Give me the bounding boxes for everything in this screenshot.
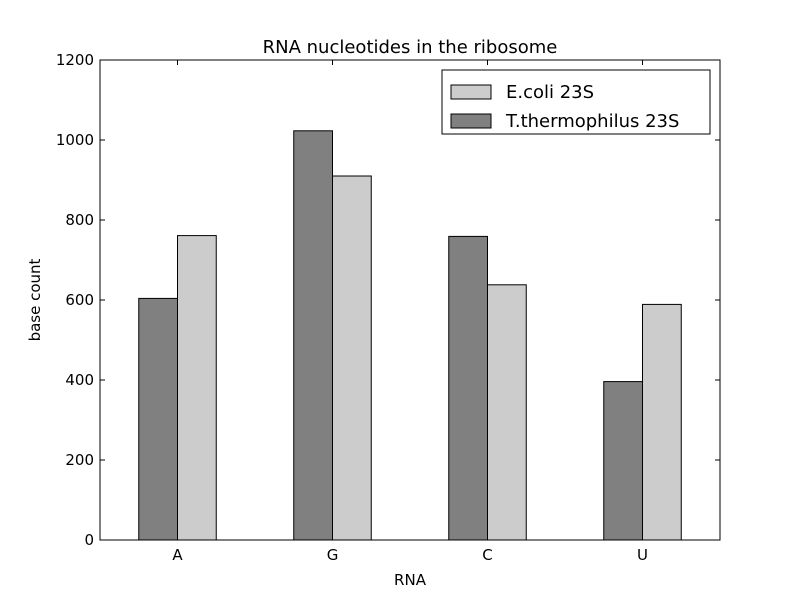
y-tick-label-200: 200 [65, 451, 94, 469]
legend-label-t-thermophilus-23s: T.thermophilus 23S [505, 111, 679, 132]
y-axis: 0 200 400 600 800 1000 1200 [56, 51, 720, 549]
y-tick-label-400: 400 [65, 371, 94, 389]
y-tick-label-1200: 1200 [56, 51, 94, 69]
legend-label-e-coli-23s: E.coli 23S [506, 82, 594, 103]
y-axis-label: base count [26, 258, 44, 341]
y-tick-label-800: 800 [65, 211, 94, 229]
bar-e-coli-23s-c [487, 284, 527, 541]
x-axis-label: RNA [394, 571, 427, 589]
legend: E.coli 23S T.thermophilus 23S [441, 69, 711, 135]
x-tick-label-g: G [327, 546, 339, 564]
bar-t-thermophilus-23s-a [138, 297, 178, 541]
x-tick-label-u: U [637, 546, 648, 564]
bar-t-thermophilus-23s-u [603, 381, 643, 541]
bar-t-thermophilus-23s-c [448, 235, 488, 541]
y-tick-label-600: 600 [65, 291, 94, 309]
legend-swatch-t-thermophilus-23s [450, 113, 492, 129]
bar-e-coli-23s-u [642, 303, 682, 541]
y-tick-label-1000: 1000 [56, 131, 94, 149]
y-tick-label-0: 0 [84, 531, 94, 549]
chart-title: RNA nucleotides in the ribosome [263, 37, 558, 58]
bars-group [138, 130, 682, 541]
bar-e-coli-23s-g [332, 175, 372, 541]
x-tick-label-c: C [482, 546, 492, 564]
bar-e-coli-23s-a [177, 235, 217, 541]
bar-t-thermophilus-23s-g [293, 130, 333, 541]
x-tick-label-a: A [172, 546, 183, 564]
legend-swatch-e-coli-23s [450, 84, 492, 100]
